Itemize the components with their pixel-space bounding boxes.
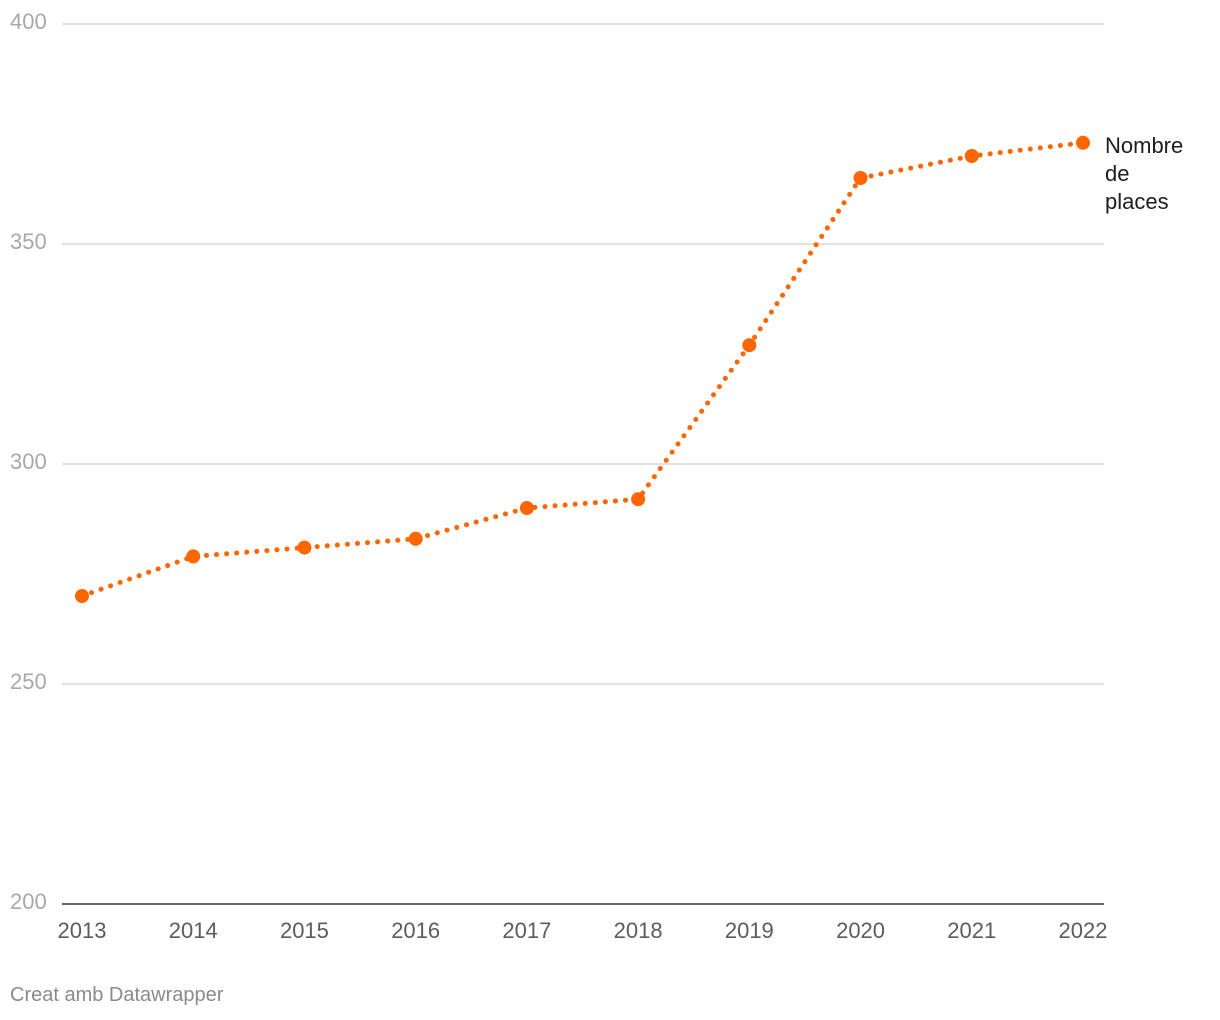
x-tick-label: 2016 <box>391 918 440 943</box>
data-point <box>964 149 979 163</box>
y-tick-label: 200 <box>10 889 47 914</box>
y-tick-label: 350 <box>10 229 47 254</box>
data-point <box>408 531 423 546</box>
series-line-0 <box>79 140 1086 599</box>
y-tick-label: 400 <box>10 9 47 34</box>
data-point <box>631 492 646 507</box>
x-tick-label: 2021 <box>947 918 996 943</box>
series-label: Nombre de places <box>1105 133 1183 214</box>
y-axis-ticks: 200 250 300 350 400 <box>10 9 47 914</box>
gridlines <box>62 23 1104 905</box>
y-tick-label: 300 <box>10 449 47 474</box>
data-point <box>742 338 757 353</box>
data-point <box>186 549 201 564</box>
x-tick-label: 2019 <box>725 918 774 943</box>
data-point <box>1076 135 1090 150</box>
x-tick-label: 2015 <box>280 918 329 943</box>
chart-credit: Creat amb Datawrapper <box>10 984 224 1006</box>
data-point <box>853 171 868 185</box>
x-tick-label: 2014 <box>169 918 218 943</box>
data-point <box>297 540 312 555</box>
series-group <box>75 135 1090 603</box>
y-tick-label: 250 <box>10 669 47 694</box>
x-tick-label: 2017 <box>502 918 551 943</box>
x-tick-label: 2022 <box>1059 918 1108 943</box>
x-tick-label: 2018 <box>614 918 663 943</box>
data-point <box>519 501 534 515</box>
data-point <box>75 589 89 603</box>
x-tick-label: 2020 <box>836 918 885 943</box>
series-labels: Nombre de places <box>1105 133 1183 214</box>
x-axis-ticks: 2013 2014 2015 2016 2017 2018 2019 2020 2021 2022 <box>58 918 1108 943</box>
x-tick-label: 2013 <box>58 918 107 943</box>
